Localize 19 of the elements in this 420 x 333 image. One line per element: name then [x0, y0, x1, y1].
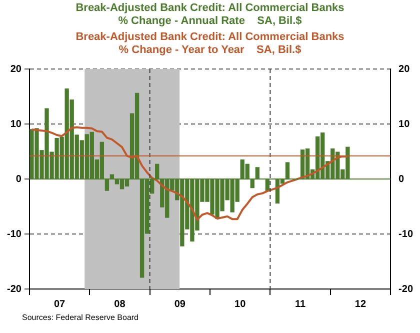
- y-tick-label: -10: [7, 228, 22, 240]
- x-tick-label: 07: [54, 298, 66, 310]
- source-note: Sources: Federal Reserve Board: [21, 313, 140, 322]
- y-tick-label: 10: [10, 118, 22, 130]
- y2-tick-label: 0: [398, 174, 405, 185]
- x-tick-label: 12: [354, 298, 366, 310]
- x-tick-label: 09: [174, 298, 186, 310]
- x-tick-label: 10: [234, 298, 246, 310]
- y-tick-label: -20: [7, 284, 22, 295]
- y-tick-label: 0: [16, 174, 22, 185]
- y2-tick-label: 20: [398, 64, 410, 75]
- y-tick-label: 20: [10, 64, 22, 75]
- y2-tick-label: -10: [398, 228, 414, 240]
- x-tick-label: 08: [114, 298, 126, 310]
- x-tick-label: 11: [294, 298, 306, 310]
- text: Break-Adjusted Bank Credit: All Commercial Banks % Change - Annual Rate SA, Bil.$: [74, 2, 346, 28]
- y2-tick-label: 10: [398, 118, 410, 130]
- text: Break-Adjusted Bank Credit: All Commercial Banks % Change - Year to Year SA, Bil.$: [74, 31, 346, 57]
- y2-tick-label: -20: [398, 284, 414, 295]
